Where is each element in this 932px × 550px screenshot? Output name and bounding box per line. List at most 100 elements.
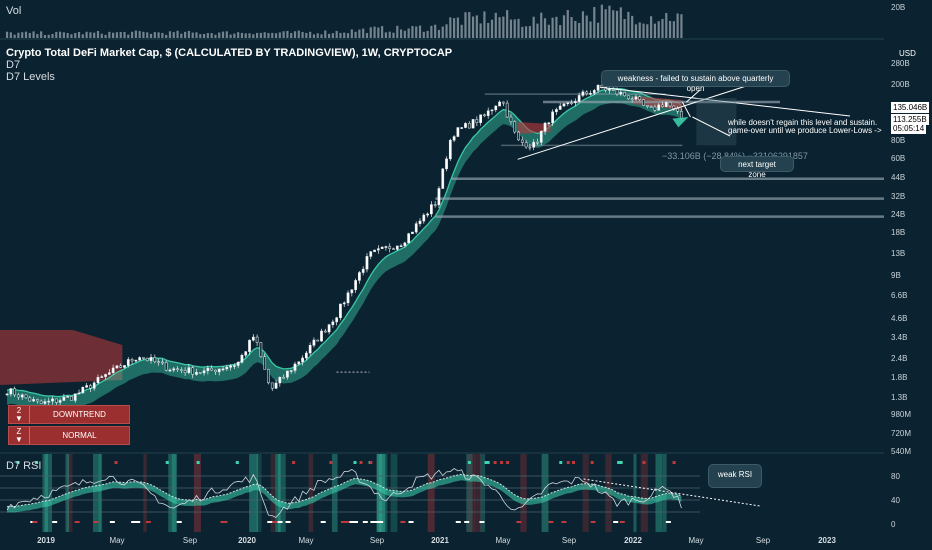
volume-bar xyxy=(437,29,441,38)
callout-weakness[interactable]: weakness - failed to sustain above quart… xyxy=(601,70,790,93)
volume-bar xyxy=(612,10,615,39)
candle-body xyxy=(452,136,456,141)
volume-bar xyxy=(445,24,448,38)
volume-bar xyxy=(426,30,429,38)
volume-bar xyxy=(434,24,437,38)
rsi-signal-bar xyxy=(408,521,414,523)
volume-bar xyxy=(320,34,323,38)
volume-bar xyxy=(263,32,266,38)
rsi-signal-bar xyxy=(32,521,38,523)
status-normal: Z ▼ NORMAL xyxy=(8,426,130,445)
volume-bar xyxy=(369,27,372,38)
volume-bar xyxy=(343,32,346,38)
volume-bar xyxy=(327,33,331,38)
indicator-d7[interactable]: D7 xyxy=(6,59,21,71)
candle-body xyxy=(286,370,289,378)
candle-body xyxy=(456,127,460,137)
rsi-stripe xyxy=(466,454,473,532)
volume-bar xyxy=(142,31,145,38)
candle-body xyxy=(505,102,509,118)
candle-body xyxy=(596,84,600,91)
volume-bar xyxy=(581,11,585,39)
volume-bar xyxy=(17,32,20,38)
symbol-title[interactable]: Crypto Total DeFi Market Cap, $ (CALCULA… xyxy=(6,47,453,59)
volume-bar xyxy=(676,13,679,38)
rsi-trendline xyxy=(583,478,761,507)
candle-body xyxy=(142,357,145,359)
rsi-signal-dot xyxy=(572,461,576,464)
candle-body xyxy=(520,139,524,143)
candle-body xyxy=(145,357,149,361)
candle-body xyxy=(233,365,236,367)
volume-bar xyxy=(244,33,247,38)
volume-bar xyxy=(161,32,164,38)
time-tick-label: May xyxy=(688,536,703,545)
candle-body xyxy=(437,188,441,206)
candle-body xyxy=(244,351,248,356)
rsi-signal-bar xyxy=(613,521,619,523)
rsi-stripe xyxy=(520,454,527,532)
price-tick-label: 6.6B xyxy=(891,291,907,300)
callout-target[interactable]: next target zone xyxy=(720,156,794,179)
rsi-signal-dot xyxy=(329,461,333,464)
volume-bar xyxy=(165,34,168,38)
note-gameover[interactable]: game-over until we produce Lower-Lows -> xyxy=(728,126,882,135)
volume-bar xyxy=(536,23,539,38)
candle-body xyxy=(611,89,615,91)
volume-bar xyxy=(608,5,611,38)
rsi-signal-dot xyxy=(353,461,357,464)
candle-body xyxy=(161,361,164,364)
rsi-tick-label: 40 xyxy=(891,496,900,505)
note-regain[interactable]: while doesn't regain this level and sust… xyxy=(728,118,878,127)
candle-body xyxy=(270,382,274,389)
arrow-down-icon: ▼ xyxy=(15,434,23,444)
volume-bar xyxy=(585,15,588,38)
volume-bar xyxy=(589,21,592,38)
candle-body xyxy=(312,339,316,346)
price-tick-label: 24B xyxy=(891,210,905,219)
candle-body xyxy=(653,106,657,111)
candle-body xyxy=(138,357,142,361)
candle-body xyxy=(339,303,342,318)
callout-weak-rsi[interactable]: weak RSI xyxy=(708,464,762,488)
rsi-signal-bar xyxy=(285,521,291,523)
time-tick-label: Sep xyxy=(756,536,771,545)
volume-bar xyxy=(540,12,543,39)
volume-bar xyxy=(172,32,175,38)
volume-bar xyxy=(202,33,206,38)
time-tick-label: Sep xyxy=(562,536,577,545)
volume-bar xyxy=(593,7,596,38)
rsi-signal-bar xyxy=(400,521,406,523)
price-tick-label: 200B xyxy=(891,80,910,89)
candle-body xyxy=(354,280,357,290)
candle-body xyxy=(630,98,634,101)
volume-bar xyxy=(657,21,660,38)
candle-body xyxy=(305,352,308,359)
candle-body xyxy=(668,102,672,107)
volume-bar xyxy=(604,9,607,38)
candle-body xyxy=(293,363,297,371)
candle-body xyxy=(229,365,232,368)
volume-bar xyxy=(278,32,281,38)
candle-body xyxy=(543,122,547,132)
volume-bar xyxy=(305,32,308,38)
rsi-signal-bar xyxy=(378,521,384,523)
candle-body xyxy=(498,101,501,107)
indicator-d7-levels[interactable]: D7 Levels xyxy=(6,71,55,83)
rsi-signal-dot xyxy=(292,461,296,464)
arrow-line xyxy=(686,89,701,103)
volume-bar xyxy=(479,23,482,38)
candle-body xyxy=(342,302,346,305)
volume-bar xyxy=(574,20,577,38)
rsi-stripe xyxy=(633,454,637,532)
volume-bar xyxy=(381,26,384,38)
volume-bar xyxy=(532,16,535,38)
volume-label: Vol xyxy=(6,5,22,17)
rsi-stripe xyxy=(331,454,338,532)
volume-bar xyxy=(555,16,558,38)
volume-bar xyxy=(81,34,84,38)
candle-body xyxy=(157,361,160,363)
time-tick-label: May xyxy=(109,536,124,545)
candle-body xyxy=(66,396,70,398)
